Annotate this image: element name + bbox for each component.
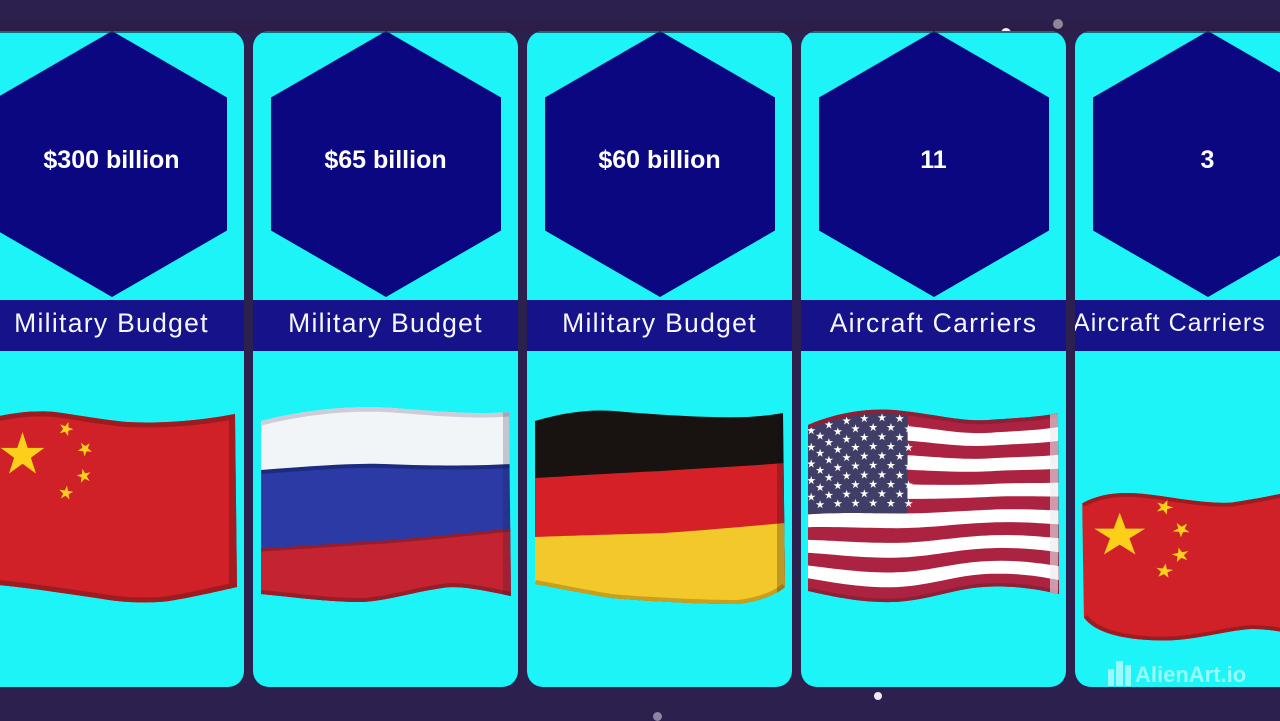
svg-text:AlienArt.io: AlienArt.io (1135, 662, 1246, 687)
